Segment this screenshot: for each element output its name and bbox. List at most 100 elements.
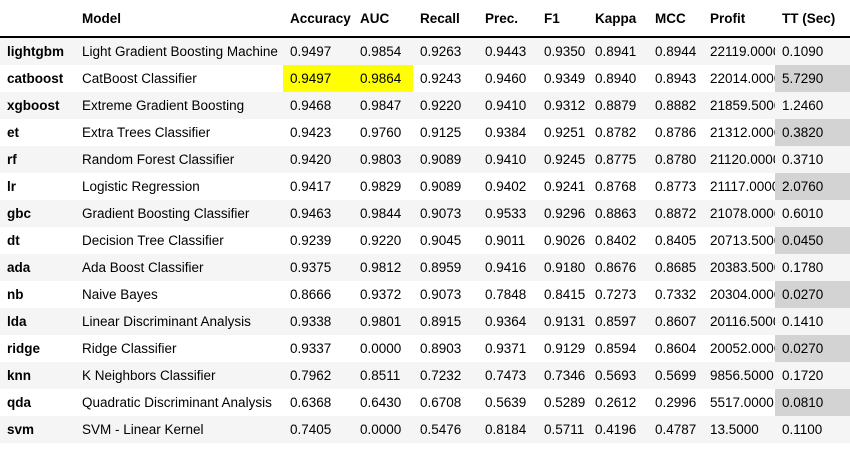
metric-cell-prec: 0.9364 [478,308,537,335]
metric-cell-tt-sec: 0.0270 [775,335,850,362]
metric-cell-recall: 0.5476 [413,416,478,443]
metric-cell-recall: 0.9089 [413,146,478,173]
metric-cell-kappa: 0.8594 [595,341,637,356]
metric-cell-accuracy: 0.9239 [290,233,332,248]
table-row-svm: svm SVM - Linear Kernel 0.7405 0.0000 0.5476… [0,416,850,443]
metric-cell-prec: 0.9384 [485,125,527,140]
metric-cell-tt-sec: 0.6010 [775,200,850,227]
table-row-xgboost: xgboost Extreme Gradient Boosting 0.9468 0.… [0,92,850,119]
metric-cell-auc: 0.6430 [360,395,402,410]
table-row-gbc: gbc Gradient Boosting Classifier 0.9463 0.9… [0,200,850,227]
metric-cell-kappa: 0.8676 [588,254,648,281]
metric-cell-kappa: 0.8597 [588,308,648,335]
metric-cell-prec: 0.9410 [478,92,537,119]
row-index-label: knn [0,362,75,389]
metric-cell-tt-sec: 0.3710 [775,146,850,173]
table-row-lda: lda Linear Discriminant Analysis 0.9338 0.9… [0,308,850,335]
metric-cell-f1: 0.5711 [537,416,588,443]
model-name-cell: Random Forest Classifier [75,146,283,173]
table-row-ada: ada Ada Boost Classifier 0.9375 0.9812 0.895… [0,254,850,281]
model-name-cell: Light Gradient Boosting Machine [75,37,283,65]
metric-cell-accuracy: 0.9375 [283,254,353,281]
metric-cell-recall: 0.9045 [420,233,462,248]
metric-cell-kappa: 0.8402 [595,233,637,248]
metric-cell-kappa: 0.8879 [588,92,648,119]
metric-cell-accuracy: 0.9337 [290,341,332,356]
row-index-label: catboost [7,71,64,86]
metric-cell-kappa: 0.8782 [595,125,637,140]
metric-cell-profit: 13.5000 [703,416,775,443]
metric-cell-prec: 0.9443 [478,37,537,65]
metric-cell-mcc: 0.8882 [648,92,703,119]
metric-cell-auc: 0.9801 [353,308,413,335]
model-name-cell: Gradient Boosting Classifier [75,200,283,227]
column-header-prec: Prec. [478,0,537,38]
metric-cell-profit: 21117.0000 [710,179,775,194]
metric-cell-recall: 0.9089 [420,179,462,194]
metric-cell-tt-sec: 2.0760 [775,173,850,200]
metric-cell-f1: 0.5289 [544,395,586,410]
metric-cell-mcc: 0.8944 [648,37,703,65]
metric-cell-profit: 5517.0000 [710,395,774,410]
metric-cell-f1: 0.8415 [544,287,586,302]
header-row: Model Accuracy AUC Recall Prec. F1 Kappa MCC Pro… [0,0,850,38]
metric-cell-prec: 0.8184 [478,416,537,443]
model-name-cell: Extreme Gradient Boosting [75,92,283,119]
metric-cell-accuracy: 0.9497 [283,37,353,65]
metric-cell-auc: 0.0000 [353,416,413,443]
metric-cell-auc: 0.9803 [353,146,413,173]
metric-cell-profit: 20052.0000 [710,341,775,356]
metric-cell-recall: 0.7232 [413,362,478,389]
table-row-knn: knn K Neighbors Classifier 0.7962 0.8511 0.7… [0,362,850,389]
metric-cell-accuracy: 0.9497 [283,65,353,92]
metric-cell-recall: 0.9243 [420,71,462,86]
table-row-lr: lr Logistic Regression 0.9417 0.9829 0.9089 0… [0,173,850,200]
row-index-label: lda [0,308,75,335]
metric-cell-auc: 0.9220 [360,233,402,248]
metric-cell-tt-sec: 0.1410 [775,308,850,335]
metric-cell-auc: 0.9844 [353,200,413,227]
column-header-accuracy: Accuracy [283,0,353,38]
metric-cell-f1: 0.9245 [537,146,588,173]
metric-cell-f1: 0.9296 [537,200,588,227]
metric-cell-recall: 0.8903 [420,341,462,356]
metric-cell-profit: 20116.5000 [703,308,775,335]
row-index-label: nb [7,287,24,302]
metric-cell-accuracy: 0.9423 [290,125,332,140]
metric-cell-profit: 21312.0000 [710,125,775,140]
table-row-et: et Extra Trees Classifier 0.9423 0.9760 0.91… [0,119,850,146]
metric-cell-kappa: 0.8940 [595,71,637,86]
metric-cell-accuracy: 0.9420 [283,146,353,173]
metric-cell-tt-sec: 0.3820 [775,119,850,146]
metric-cell-profit: 22119.0000 [703,37,775,65]
column-header-index [0,0,75,38]
metric-cell-accuracy: 0.9417 [290,179,332,194]
metric-cell-mcc: 0.8773 [655,179,697,194]
metric-cell-accuracy: 0.9463 [283,200,353,227]
row-index-label: lr [7,179,17,194]
metric-cell-tt-sec: 0.1100 [775,416,850,443]
metric-cell-mcc: 0.8943 [655,71,697,86]
metric-cell-f1: 0.9026 [544,233,586,248]
metric-cell-mcc: 0.8607 [648,308,703,335]
metric-cell-accuracy: 0.7405 [283,416,353,443]
metric-cell-auc: 0.8511 [353,362,413,389]
table-row-rf: rf Random Forest Classifier 0.9420 0.9803 0.… [0,146,850,173]
table-row-catboost: catboost CatBoost Classifier 0.9497 0.9864 0… [0,65,850,92]
model-name-cell: Decision Tree Classifier [82,233,224,248]
metric-cell-profit: 21078.0000 [703,200,775,227]
metric-cell-auc: 0.9854 [353,37,413,65]
metric-cell-prec: 0.9410 [478,146,537,173]
metric-cell-auc: 0.9829 [360,179,402,194]
row-index-label: et [7,125,20,140]
table-row-nb: nb Naive Bayes 0.8666 0.9372 0.9073 0.7848 0.8… [0,281,850,308]
metric-cell-recall: 0.9220 [413,92,478,119]
model-name-cell: K Neighbors Classifier [75,362,283,389]
metric-cell-mcc: 0.2996 [655,395,697,410]
metric-cell-f1: 0.9180 [537,254,588,281]
metric-cell-kappa: 0.8941 [588,37,648,65]
metric-cell-tt-sec: 5.7290 [775,65,850,92]
column-header-mcc: MCC [648,0,703,38]
metric-cell-profit: 20713.5000 [710,233,775,248]
